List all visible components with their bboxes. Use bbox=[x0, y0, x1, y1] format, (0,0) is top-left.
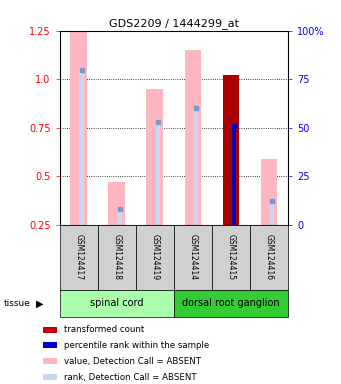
Bar bbox=[60, 225, 98, 290]
Text: ▶: ▶ bbox=[36, 298, 43, 308]
Text: GSM124416: GSM124416 bbox=[265, 234, 273, 280]
Bar bbox=[43, 326, 57, 333]
Bar bbox=[43, 343, 57, 348]
Bar bbox=[174, 225, 212, 290]
Bar bbox=[43, 358, 57, 364]
Bar bbox=[270, 201, 274, 225]
Bar bbox=[174, 290, 288, 317]
Text: dorsal root ganglion: dorsal root ganglion bbox=[182, 298, 280, 308]
Bar bbox=[147, 89, 163, 225]
Text: value, Detection Call = ABSENT: value, Detection Call = ABSENT bbox=[64, 357, 201, 366]
Title: GDS2209 / 1444299_at: GDS2209 / 1444299_at bbox=[109, 18, 239, 30]
Bar bbox=[98, 225, 136, 290]
Text: GSM124414: GSM124414 bbox=[189, 234, 197, 280]
Bar bbox=[250, 225, 288, 290]
Bar bbox=[155, 122, 160, 225]
Text: spinal cord: spinal cord bbox=[90, 298, 144, 308]
Text: percentile rank within the sample: percentile rank within the sample bbox=[64, 341, 209, 350]
Bar bbox=[117, 209, 122, 225]
Text: GSM124418: GSM124418 bbox=[112, 234, 121, 280]
Bar bbox=[108, 182, 125, 225]
Bar bbox=[70, 31, 87, 225]
Bar bbox=[223, 75, 239, 225]
Bar bbox=[261, 159, 278, 225]
Bar bbox=[232, 126, 236, 225]
Text: GSM124415: GSM124415 bbox=[226, 234, 236, 280]
Bar bbox=[60, 290, 174, 317]
Bar bbox=[136, 225, 174, 290]
Text: rank, Detection Call = ABSENT: rank, Detection Call = ABSENT bbox=[64, 373, 196, 382]
Bar bbox=[212, 225, 250, 290]
Bar bbox=[43, 374, 57, 380]
Text: tissue: tissue bbox=[3, 299, 30, 308]
Bar bbox=[184, 50, 201, 225]
Bar bbox=[194, 108, 198, 225]
Bar bbox=[79, 70, 84, 225]
Text: GSM124417: GSM124417 bbox=[74, 234, 83, 280]
Text: transformed count: transformed count bbox=[64, 325, 144, 334]
Text: GSM124419: GSM124419 bbox=[150, 234, 159, 280]
